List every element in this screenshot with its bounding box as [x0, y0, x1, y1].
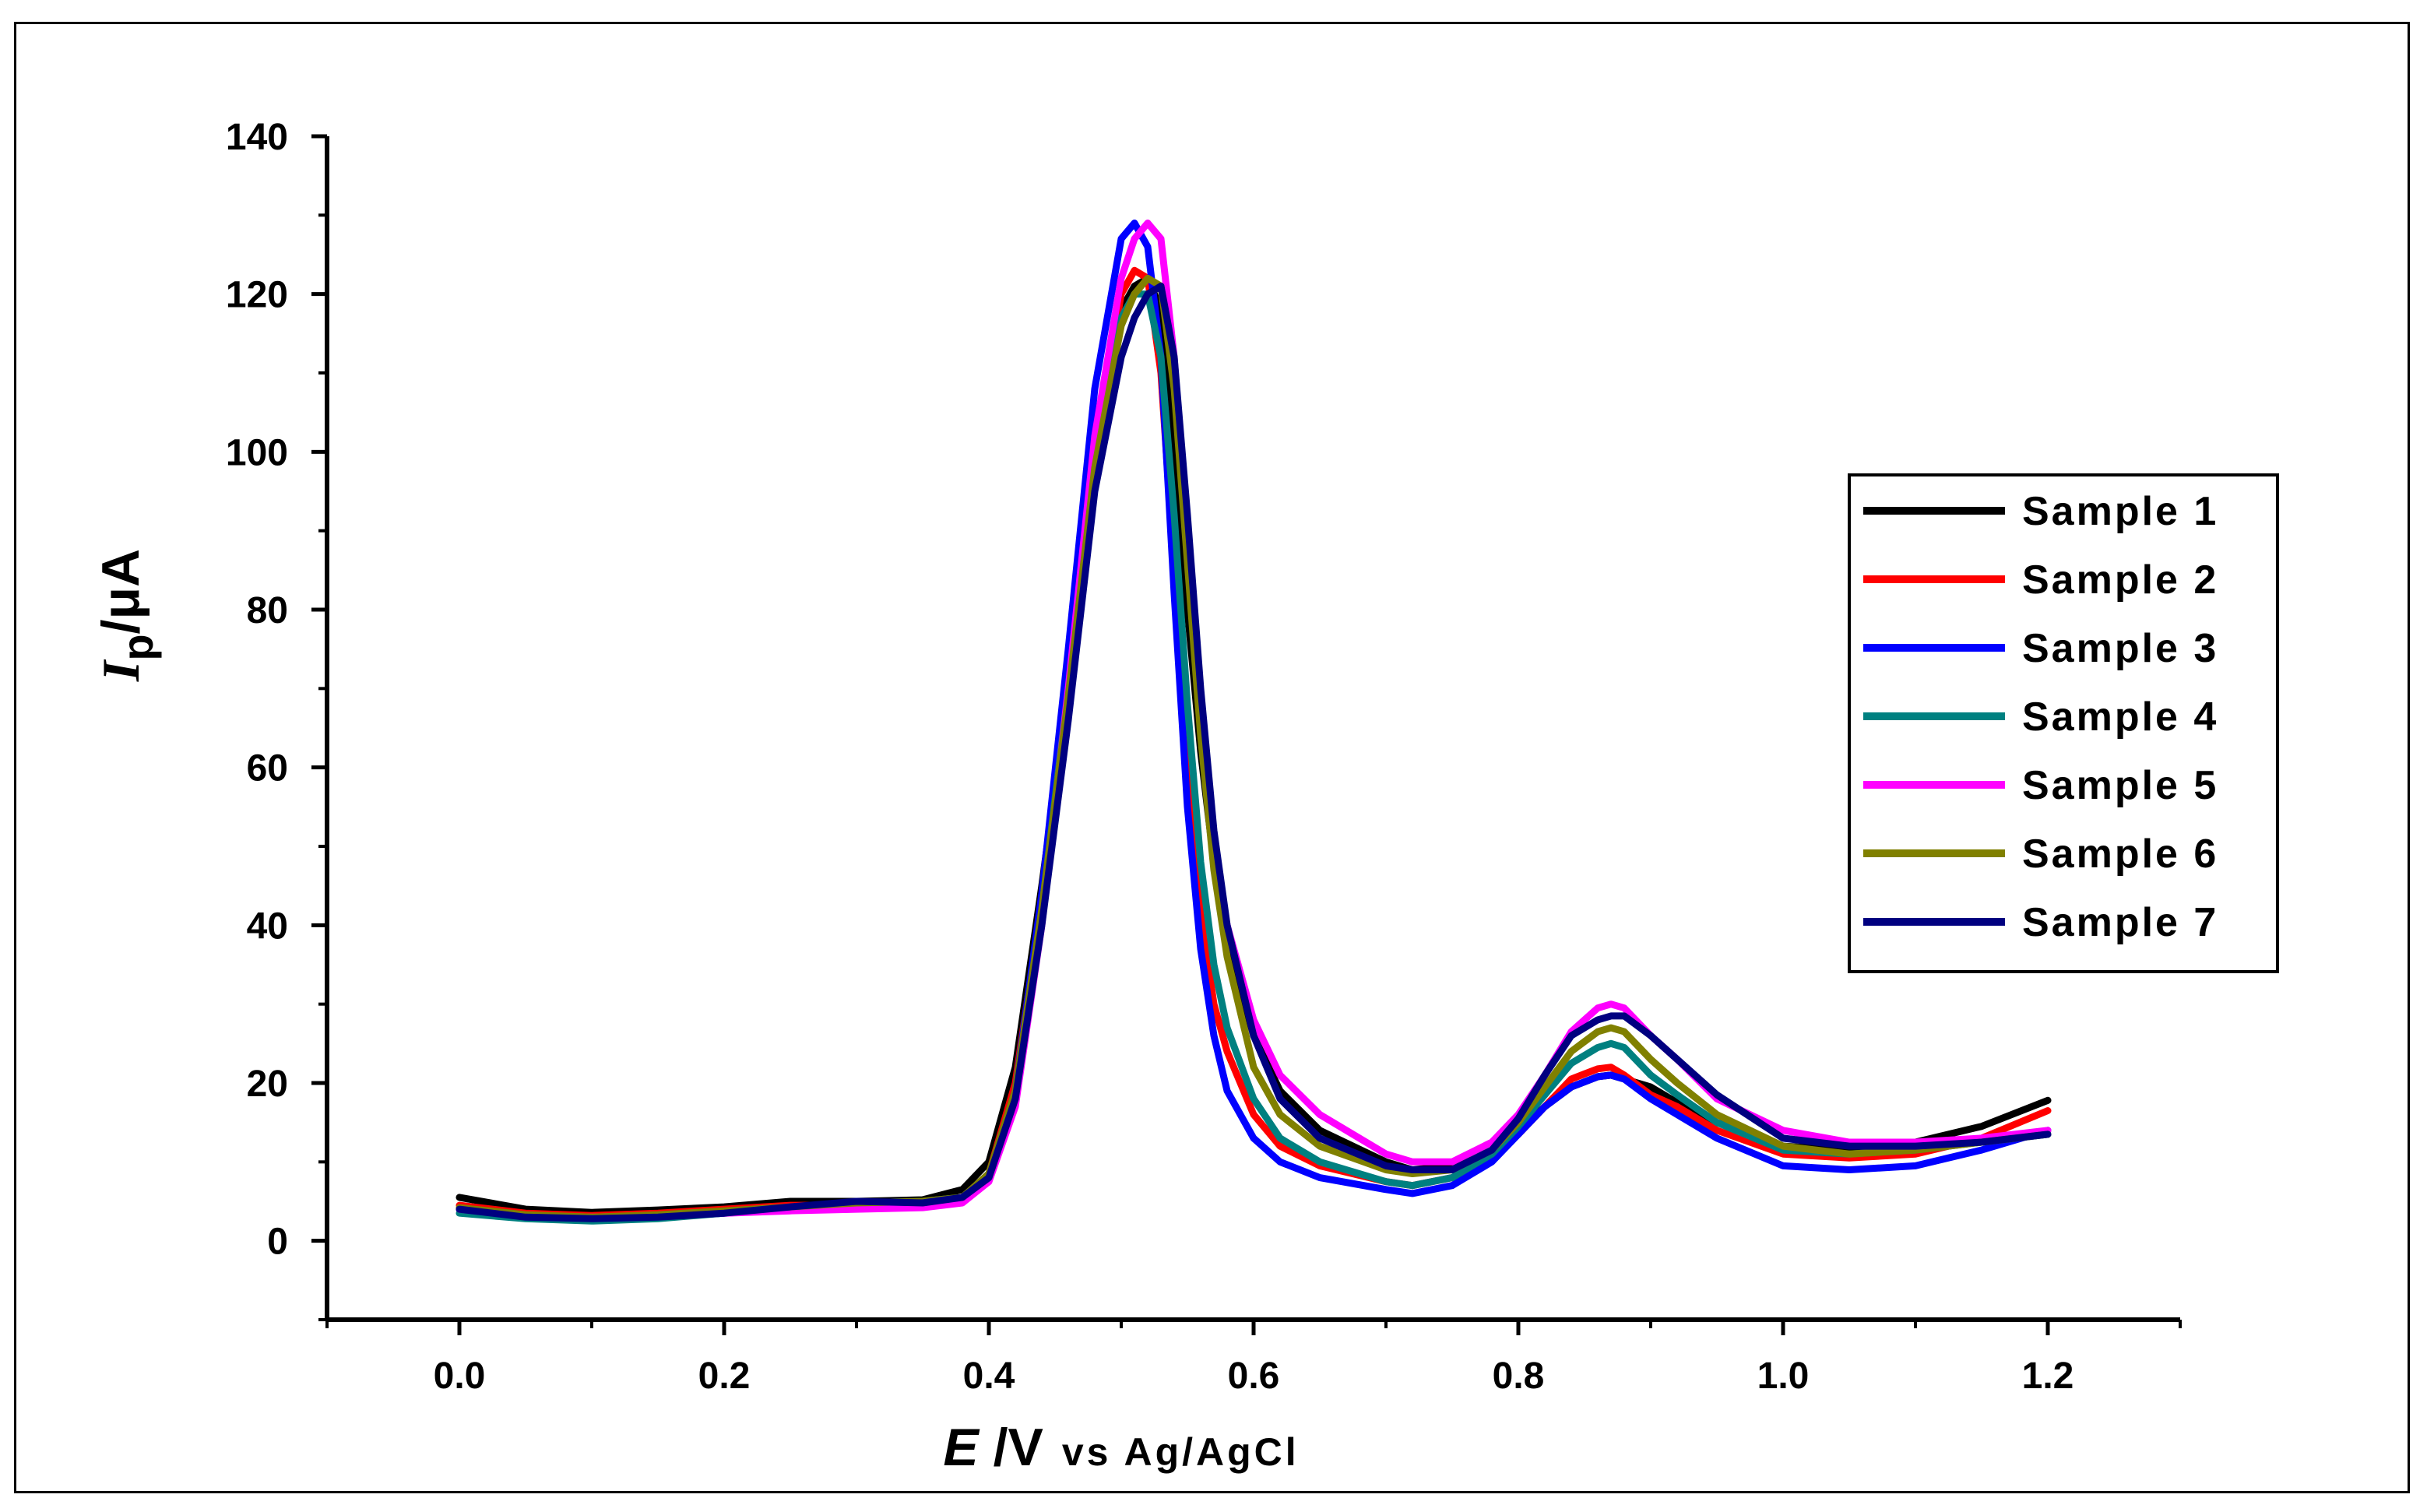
legend: Sample 1 Sample 2 Sample 3 Sample 4 Sample 5… — [1848, 473, 2279, 973]
y-tick-label: 120 — [226, 275, 288, 316]
y-tick-label: 100 — [226, 432, 288, 473]
x-tick-label: 0.2 — [698, 1356, 751, 1397]
legend-label: Sample 5 — [2022, 763, 2218, 808]
x-tick-label: 0.8 — [1493, 1356, 1545, 1397]
x-tick-label: 0.4 — [963, 1356, 1015, 1397]
legend-label: Sample 4 — [2022, 694, 2218, 740]
legend-box — [1848, 473, 2279, 973]
y-axis-unit: /μA — [91, 549, 150, 635]
y-tick-label: 0 — [267, 1222, 288, 1263]
x-axis-title: E /V vs Ag/AgCl — [943, 1418, 1299, 1477]
x-tick-label: 1.0 — [1757, 1356, 1810, 1397]
legend-label: Sample 7 — [2022, 900, 2218, 945]
series-line-sample-6 — [456, 274, 2052, 1221]
x-axis-reference: vs Ag/AgCl — [1062, 1430, 1300, 1474]
y-axis-title: Ip/μA — [91, 549, 162, 682]
x-tick-label: 0.6 — [1228, 1356, 1280, 1397]
y-axis-symbol: I — [91, 659, 150, 682]
series-layer — [456, 220, 2052, 1225]
x-axis-unit: /V — [979, 1418, 1043, 1477]
axes: 0 20 40 60 80 100 120 140 0.0 0.2 0.4 0.6 0.8 1.0 1.2 — [226, 117, 2182, 1397]
x-tick-label: 1.2 — [2022, 1356, 2074, 1397]
y-tick-label: 20 — [247, 1064, 288, 1105]
y-tick-label: 60 — [247, 748, 288, 789]
y-tick-label: 140 — [226, 117, 288, 158]
series-line-sample-4 — [456, 290, 2052, 1225]
legend-label: Sample 1 — [2022, 489, 2218, 534]
x-axis-symbol: E — [943, 1418, 980, 1477]
y-axis-subscript: p — [113, 634, 162, 660]
legend-label: Sample 2 — [2022, 557, 2218, 603]
legend-label: Sample 3 — [2022, 626, 2218, 671]
x-tick-label: 0.0 — [434, 1356, 486, 1397]
series-line-sample-7 — [456, 283, 2052, 1222]
y-tick-label: 80 — [247, 590, 288, 631]
y-tick-label: 40 — [247, 905, 288, 947]
legend-label: Sample 6 — [2022, 832, 2218, 877]
